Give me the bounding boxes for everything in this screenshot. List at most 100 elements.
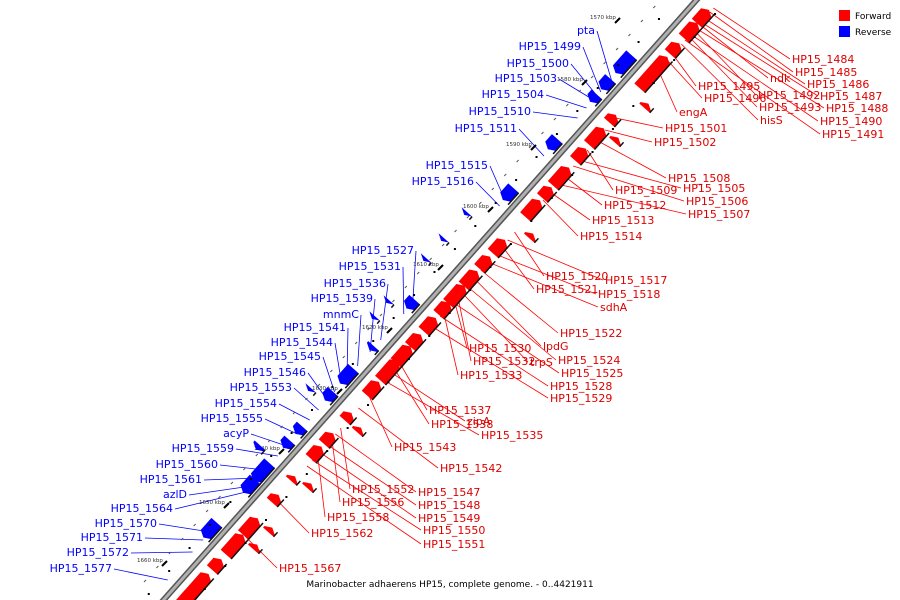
minor-tick xyxy=(267,439,271,443)
forward-gene-label[interactable]: HP15_1535 xyxy=(481,429,543,442)
forward-gene-label[interactable]: HP15_1533 xyxy=(460,369,522,382)
forward-gene-label[interactable]: lpdG xyxy=(543,340,569,353)
reverse-gene-label[interactable]: acyP xyxy=(223,427,249,440)
reverse-gene-label[interactable]: HP15_1559 xyxy=(172,442,234,455)
forward-gene-label[interactable]: HP15_1528 xyxy=(550,380,612,393)
forward-gene-label[interactable]: HP15_1525 xyxy=(561,367,623,380)
reverse-gene-label[interactable]: HP15_1577 xyxy=(50,562,112,575)
reverse-gene-label[interactable]: HP15_1510 xyxy=(469,105,531,118)
reverse-gene-label[interactable]: HP15_1570 xyxy=(95,517,157,530)
forward-gene-label[interactable]: HP15_1550 xyxy=(423,524,485,537)
forward-label-leader xyxy=(466,285,557,361)
forward-gene-label[interactable]: HP15_1537 xyxy=(429,404,491,417)
reverse-label-leader xyxy=(518,128,545,157)
forward-gene-label[interactable]: HP15_1487 xyxy=(820,90,882,103)
reverse-gene-label[interactable]: HP15_1527 xyxy=(352,244,414,257)
forward-gene-label[interactable]: HP15_1524 xyxy=(558,354,620,367)
forward-gene-label[interactable]: HP15_1543 xyxy=(394,441,456,454)
forward-gene-label[interactable]: HP15_1547 xyxy=(418,486,480,499)
feature-dot xyxy=(331,386,334,388)
reverse-gene-label[interactable]: HP15_1553 xyxy=(230,381,292,394)
reverse-gene-label[interactable]: HP15_1544 xyxy=(271,336,333,349)
reverse-gene-label[interactable]: HP15_1564 xyxy=(111,502,173,515)
reverse-gene-label[interactable]: HP15_1511 xyxy=(455,122,517,135)
forward-gene-label[interactable]: HP15_1513 xyxy=(592,214,654,227)
forward-gene-label[interactable]: sdhA xyxy=(600,301,628,314)
gene-body xyxy=(443,283,467,309)
reverse-gene-label[interactable]: HP15_1561 xyxy=(140,473,202,486)
reverse-gene-label[interactable]: HP15_1504 xyxy=(482,88,544,101)
forward-gene-label[interactable]: HP15_1490 xyxy=(820,115,882,128)
forward-gene-label[interactable]: HP15_1512 xyxy=(604,199,666,212)
forward-gene-label[interactable]: HP15_1551 xyxy=(423,538,485,551)
forward-gene-label[interactable]: trpS xyxy=(530,356,553,369)
reverse-gene xyxy=(612,50,638,79)
forward-gene-label[interactable]: zipA xyxy=(467,415,491,428)
forward-gene-label[interactable]: HP15_1514 xyxy=(580,230,642,243)
forward-gene-label[interactable]: HP15_1493 xyxy=(759,101,821,114)
forward-gene-label[interactable]: HP15_1529 xyxy=(550,392,612,405)
forward-gene-label[interactable]: HP15_1507 xyxy=(688,208,750,221)
forward-gene-label[interactable]: HP15_1492 xyxy=(758,89,820,102)
forward-gene-label[interactable]: HP15_1496 xyxy=(704,92,766,105)
reverse-gene-label[interactable]: HP15_1546 xyxy=(244,366,306,379)
reverse-gene-label[interactable]: HP15_1560 xyxy=(156,458,218,471)
reverse-gene-label[interactable]: HP15_1499 xyxy=(519,40,581,53)
forward-gene-label[interactable]: HP15_1517 xyxy=(605,274,667,287)
forward-gene-label[interactable]: HP15_1521 xyxy=(536,283,598,296)
forward-gene-label[interactable]: HP15_1542 xyxy=(440,462,502,475)
reverse-gene-label[interactable]: HP15_1515 xyxy=(426,159,488,172)
forward-gene-label[interactable]: HP15_1509 xyxy=(615,184,677,197)
reverse-gene-label[interactable]: azlD xyxy=(163,488,187,501)
forward-gene-label[interactable]: HP15_1520 xyxy=(546,270,608,283)
reverse-gene-label[interactable]: pta xyxy=(577,24,595,37)
forward-gene-label[interactable]: HP15_1491 xyxy=(822,128,884,141)
forward-gene-label[interactable]: ndk xyxy=(770,72,791,85)
forward-gene-label[interactable]: HP15_1488 xyxy=(826,102,888,115)
forward-gene-label[interactable]: HP15_1501 xyxy=(665,122,727,135)
forward-gene-label[interactable]: HP15_1505 xyxy=(683,182,745,195)
reverse-gene-label[interactable]: HP15_1545 xyxy=(259,350,321,363)
reverse-gene-label[interactable]: HP15_1531 xyxy=(339,260,401,273)
feature-dot xyxy=(693,36,696,38)
forward-label-leader xyxy=(494,253,597,295)
reverse-gene-label[interactable]: HP15_1503 xyxy=(495,72,557,85)
reverse-gene-label[interactable]: HP15_1539 xyxy=(311,292,373,305)
reverse-gene-label[interactable]: HP15_1554 xyxy=(215,397,277,410)
forward-gene-label[interactable]: HP15_1558 xyxy=(327,511,389,524)
reverse-gene-label[interactable]: HP15_1516 xyxy=(412,175,474,188)
feature-dot xyxy=(407,358,410,360)
forward-gene-label[interactable]: HP15_1486 xyxy=(807,78,869,91)
forward-gene-label[interactable]: HP15_1495 xyxy=(698,80,760,93)
forward-gene-label[interactable]: HP15_1538 xyxy=(431,418,493,431)
forward-gene-label[interactable]: engA xyxy=(679,106,708,119)
forward-gene-label[interactable]: hisS xyxy=(760,114,783,127)
reverse-gene-label[interactable]: HP15_1571 xyxy=(81,531,143,544)
forward-gene-label[interactable]: HP15_1562 xyxy=(311,527,373,540)
forward-gene-label[interactable]: HP15_1522 xyxy=(560,327,622,340)
forward-gene-label[interactable]: HP15_1552 xyxy=(352,483,414,496)
forward-gene-label[interactable]: HP15_1518 xyxy=(598,288,660,301)
reverse-gene-label[interactable]: HP15_1541 xyxy=(284,321,346,334)
reverse-gene-label[interactable]: HP15_1572 xyxy=(67,546,129,559)
reverse-gene-small xyxy=(253,440,266,455)
forward-label-leader xyxy=(443,311,459,376)
forward-gene-label[interactable]: HP15_1567 xyxy=(279,562,341,575)
scale-tick xyxy=(386,327,393,334)
forward-gene-label[interactable]: HP15_1530 xyxy=(469,342,531,355)
forward-gene-label[interactable]: HP15_1532 xyxy=(473,355,535,368)
forward-gene-label[interactable]: HP15_1485 xyxy=(795,66,857,79)
forward-gene-label[interactable]: HP15_1556 xyxy=(342,496,404,509)
reverse-gene-label[interactable]: HP15_1555 xyxy=(201,412,263,425)
reverse-gene-label[interactable]: HP15_1536 xyxy=(324,277,386,290)
forward-gene-label[interactable]: HP15_1549 xyxy=(418,512,480,525)
forward-gene-label[interactable]: HP15_1548 xyxy=(418,499,480,512)
forward-gene-label[interactable]: HP15_1484 xyxy=(792,53,854,66)
forward-gene-label[interactable]: HP15_1508 xyxy=(668,172,730,185)
forward-gene-label[interactable]: HP15_1506 xyxy=(686,195,748,208)
forward-gene-label[interactable]: HP15_1502 xyxy=(654,136,716,149)
reverse-gene-label[interactable]: mnmC xyxy=(323,308,359,321)
feature-dot xyxy=(489,266,492,268)
reverse-gene-label[interactable]: HP15_1500 xyxy=(507,57,569,70)
gene-body xyxy=(318,431,336,449)
